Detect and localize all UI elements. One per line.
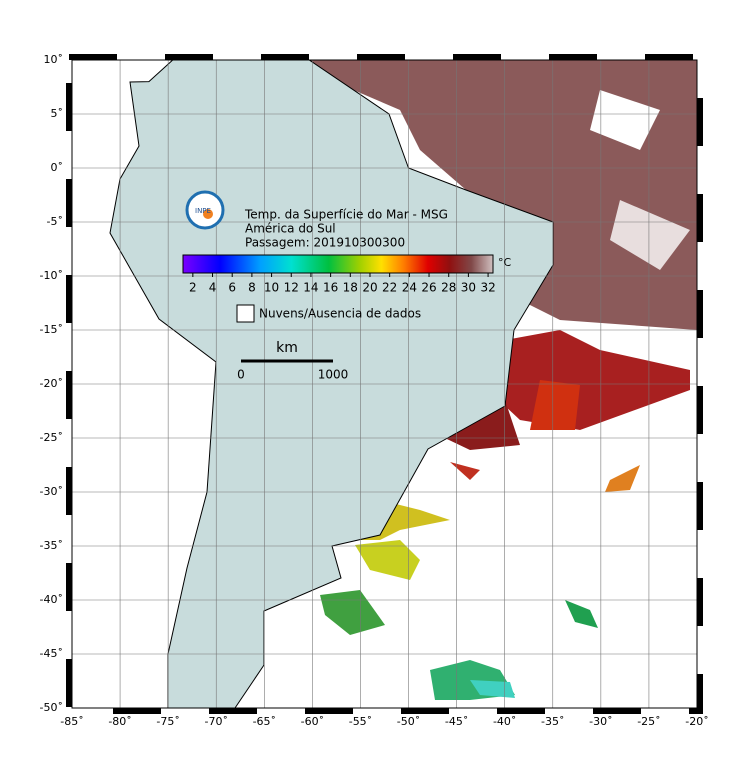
lon-tick-label: -65˚ — [253, 715, 276, 728]
map-area — [72, 60, 697, 708]
colorbar-tick-label: 10 — [264, 281, 279, 295]
colorbar-tick-label: 2 — [189, 281, 197, 295]
lat-tick-label: -40˚ — [40, 593, 63, 606]
legend-label: Nuvens/Ausencia de dados — [259, 307, 421, 321]
lon-tick-label: -25˚ — [637, 715, 660, 728]
lon-tick-label: -75˚ — [156, 715, 179, 728]
colorbar — [182, 254, 494, 274]
colorbar-tick-label: 32 — [480, 281, 495, 295]
colorbar-tick-label: 22 — [382, 281, 397, 295]
title-line: Temp. da Superfície do Mar - MSG — [244, 208, 448, 222]
lat-tick-label: -15˚ — [40, 323, 63, 336]
colorbar-tick-label: 6 — [228, 281, 236, 295]
lon-tick-label: -20˚ — [685, 715, 708, 728]
map-frame — [66, 54, 703, 714]
lat-tick-label: -50˚ — [40, 701, 63, 714]
colorbar-tick-label: 24 — [402, 281, 417, 295]
lat-tick-label: -35˚ — [40, 539, 63, 552]
lat-tick-label: 5˚ — [51, 107, 64, 120]
lon-tick-label: -55˚ — [349, 715, 372, 728]
lat-tick-label: -30˚ — [40, 485, 63, 498]
lon-tick-label: -60˚ — [301, 715, 324, 728]
lat-tick-label: -5˚ — [47, 215, 63, 228]
title-line: América do Sul — [245, 222, 336, 236]
colorbar-tick-label: 8 — [248, 281, 256, 295]
grid — [72, 60, 697, 708]
colorbar-tick-label: 16 — [323, 281, 338, 295]
lon-tick-label: -85˚ — [60, 715, 83, 728]
lat-tick-label: 0˚ — [51, 161, 64, 174]
map-border — [71, 59, 698, 709]
colorbar-tick-label: 18 — [343, 281, 358, 295]
lat-tick-label: -45˚ — [40, 647, 63, 660]
lon-tick-label: -70˚ — [204, 715, 227, 728]
lon-tick-label: -80˚ — [108, 715, 131, 728]
lat-tick-label: -10˚ — [40, 269, 63, 282]
colorbar-unit: °C — [498, 256, 512, 269]
lat-tick-label: 10˚ — [44, 53, 64, 66]
colorbar-tick-label: 28 — [441, 281, 456, 295]
logo-text: INPE — [195, 207, 211, 215]
lat-tick-label: -20˚ — [40, 377, 63, 390]
lat-tick-label: -25˚ — [40, 431, 63, 444]
scale-label: 0 — [237, 368, 245, 382]
lon-tick-label: -45˚ — [445, 715, 468, 728]
colorbar-tick-label: 30 — [461, 281, 476, 295]
colorbar-tick-label: 26 — [421, 281, 436, 295]
colorbar-tick-label: 12 — [284, 281, 299, 295]
lon-tick-label: -40˚ — [493, 715, 516, 728]
lon-tick-label: -35˚ — [541, 715, 564, 728]
lon-tick-label: -30˚ — [589, 715, 612, 728]
scale-label: 1000 — [318, 368, 349, 382]
inpe-logo: INPE — [185, 190, 225, 230]
scale-unit: km — [276, 340, 298, 356]
colorbar-tick-label: 20 — [362, 281, 377, 295]
colorbar-tick-label: 14 — [303, 281, 318, 295]
lon-tick-label: -50˚ — [397, 715, 420, 728]
legend-swatch — [236, 304, 255, 323]
title-line: Passagem: 201910300300 — [245, 236, 405, 250]
colorbar-tick-label: 4 — [209, 281, 217, 295]
